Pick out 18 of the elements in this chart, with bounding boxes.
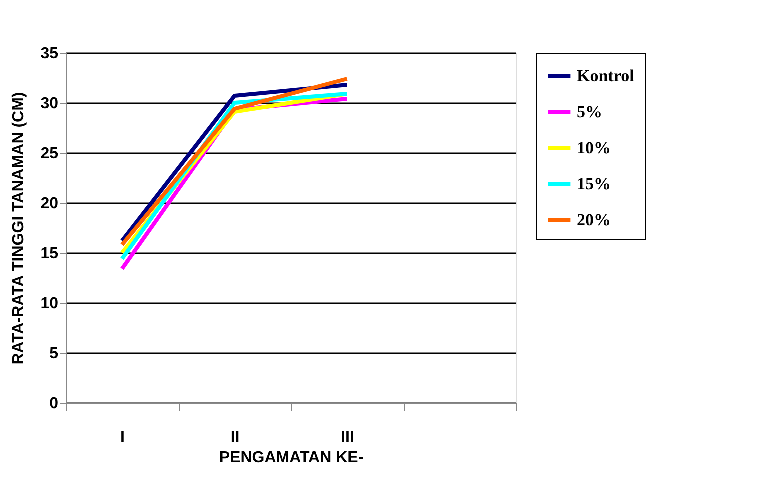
legend-label: 10% [577,138,611,158]
x-tick-label: I [120,430,125,446]
y-tick-label: 20 [40,196,59,212]
y-tick-label: 25 [40,146,59,162]
x-tick-label: II [230,430,240,446]
legend-label: 20% [577,210,611,230]
y-tick-label: 10 [40,296,59,312]
y-tick-label: 5 [50,346,59,362]
y-tick-label: 35 [40,46,59,62]
legend-label: 15% [577,174,611,194]
y-tick-label: 0 [50,396,59,412]
x-axis-title: PENGAMATAN KE- [219,450,364,466]
y-tick-label: 15 [40,246,59,262]
y-tick-label: 30 [40,96,59,112]
legend-label: Kontrol [577,66,635,86]
legend-label: 5% [577,102,602,122]
y-axis-title: RATA-RATA TINGGI TANAMAN (CM) [10,92,28,365]
x-tick-label: III [341,430,354,446]
